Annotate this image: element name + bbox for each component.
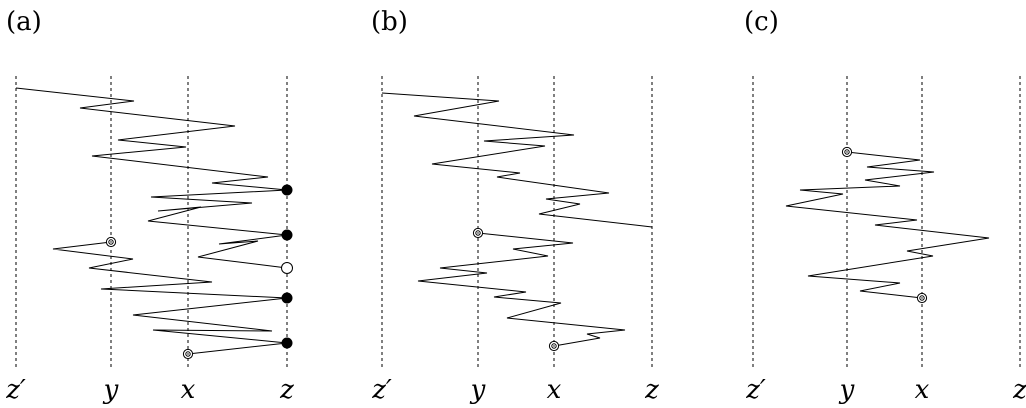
panel-a-marker-target-x — [182, 348, 194, 360]
panel-a-path-lower — [52, 241, 288, 355]
panel-c-axis-label-y: y — [839, 375, 855, 405]
panel-b-marker-target-y — [472, 227, 484, 239]
panel-c-marker-target-y — [841, 146, 853, 158]
panel-a-axis-label-z-prime: z′ — [5, 375, 26, 405]
panel-a-axis-label-x: x — [181, 375, 196, 405]
panel-a-marker-open — [281, 262, 293, 274]
panel-b-label: (b) — [371, 7, 408, 37]
panel-c-path — [785, 151, 990, 299]
panel-a-marker-filled-2 — [281, 229, 293, 241]
panel-a-axis-label-y: y — [103, 375, 119, 405]
panel-a-marker-filled-4 — [281, 337, 293, 349]
panel-c-axis-label-z: z — [1012, 375, 1026, 405]
panel-c: (c) z′ y x z — [744, 7, 1026, 405]
panel-b-path-upper — [381, 92, 653, 228]
panel-c-axis-label-z-prime: z′ — [745, 375, 766, 405]
panel-b-axis-label-x: x — [547, 375, 562, 405]
panel-b-axis-label-z-prime: z′ — [371, 375, 392, 405]
panel-a-marker-filled-3 — [281, 292, 293, 304]
panel-a-marker-target-y — [105, 236, 117, 248]
panel-a: (a) z′ y x z — [5, 7, 294, 405]
panel-c-axis-label-x: x — [915, 375, 930, 405]
panel-a-axis-label-z: z — [279, 375, 294, 405]
panel-a-path-upper — [15, 87, 288, 269]
panel-b-axis-label-z: z — [644, 375, 659, 405]
panel-b: (b) z′ y x z — [371, 7, 659, 405]
panel-c-label: (c) — [744, 7, 779, 37]
panel-a-label: (a) — [6, 7, 42, 37]
panel-b-path-lower — [417, 232, 626, 347]
panel-c-marker-target-x — [916, 292, 928, 304]
panel-b-marker-target-x — [548, 340, 560, 352]
panel-b-axis-label-y: y — [470, 375, 486, 405]
panel-a-marker-filled-1 — [281, 184, 293, 196]
